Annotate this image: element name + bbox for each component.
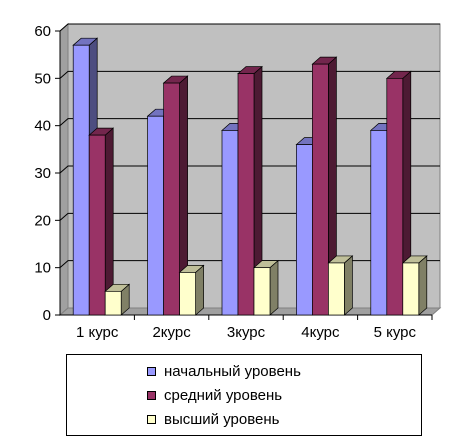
x-tick-labels: 1 курс 2курс 3курс 4курс 5 курс bbox=[76, 324, 417, 341]
bar bbox=[178, 264, 205, 316]
y-tick-label: 50 bbox=[34, 70, 51, 87]
gridline bbox=[59, 23, 440, 32]
x-tick-label: 2курс bbox=[152, 324, 191, 341]
bar bbox=[104, 283, 131, 316]
y-tick-label: 60 bbox=[34, 23, 51, 40]
x-tick-label: 5 курс bbox=[374, 324, 417, 341]
x-tick-label: 3курс bbox=[227, 324, 266, 341]
y-tick-label: 20 bbox=[34, 212, 51, 229]
x-tick-label: 1 курс bbox=[76, 324, 119, 341]
bar-chart: 0 10 20 30 40 50 60 1 курс 2курс 3курс 4курс 5 кур… bbox=[34, 22, 442, 341]
legend-label: высший уровень bbox=[164, 410, 280, 428]
bar bbox=[401, 255, 428, 316]
x-tick-label: 4курс bbox=[301, 324, 340, 341]
legend-item: средний уровень bbox=[147, 385, 282, 405]
legend-label: средний уровень bbox=[164, 386, 283, 404]
bar bbox=[311, 56, 338, 316]
y-tick-label: 40 bbox=[34, 118, 51, 135]
bars bbox=[72, 37, 428, 316]
y-tick-label: 30 bbox=[34, 165, 51, 182]
legend-swatch bbox=[147, 366, 156, 376]
legend-item: начальный уровень bbox=[147, 361, 301, 381]
legend: начальный уровень средний уровень высший у… bbox=[66, 354, 422, 436]
bar bbox=[88, 127, 115, 316]
legend-swatch bbox=[147, 390, 156, 400]
bar bbox=[327, 255, 354, 316]
y-tick-label: 0 bbox=[43, 307, 51, 324]
bar bbox=[253, 259, 279, 316]
y-tick-label: 10 bbox=[34, 260, 51, 277]
y-tick-labels: 0 10 20 30 40 50 60 bbox=[34, 23, 51, 324]
legend-label: начальный уровень bbox=[164, 362, 301, 380]
bar bbox=[237, 65, 263, 316]
legend-swatch bbox=[147, 414, 156, 424]
legend-item: высший уровень bbox=[147, 409, 279, 429]
